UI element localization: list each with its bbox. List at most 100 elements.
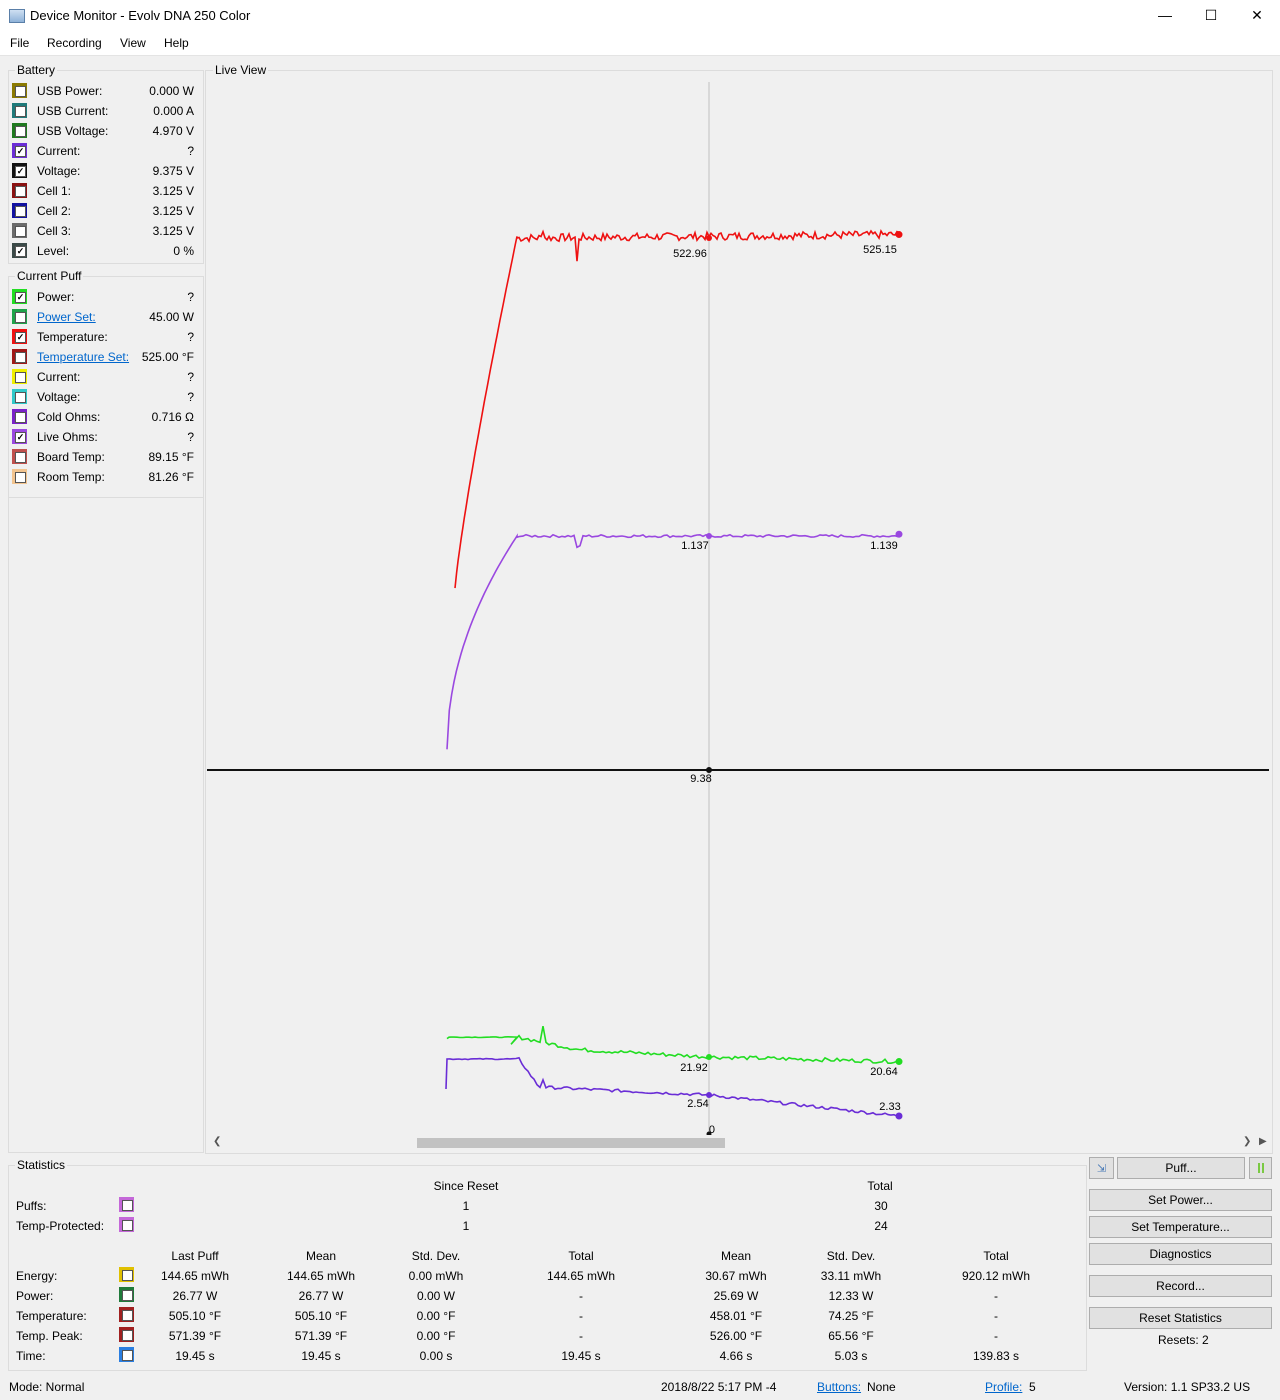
puff-series-checkbox[interactable] — [12, 449, 27, 464]
stat-row-label: Temperature: — [16, 1309, 87, 1323]
stat-cell-value: 571.39 °F — [168, 1329, 222, 1343]
menu-recording[interactable]: Recording — [47, 36, 102, 50]
battery-series-checkbox[interactable]: ✓ — [12, 143, 27, 158]
stat-cell-value: - — [579, 1289, 583, 1303]
live-view-chart[interactable]: 522.96 525.15 1.137 1.139 9.38 21.92 20.64 2.54… — [207, 77, 1269, 1135]
puff-series-checkbox[interactable] — [12, 409, 27, 424]
battery-label: USB Current: — [37, 104, 109, 118]
title-bar: Device Monitor - Evolv DNA 250 Color — ☐… — [0, 0, 1280, 31]
scrollbar-thumb[interactable] — [417, 1138, 725, 1148]
puff-row: Power Set: 45.00 W — [9, 307, 203, 327]
battery-value: 0 % — [173, 244, 194, 258]
total-header: Total — [867, 1179, 893, 1193]
battery-series-checkbox[interactable] — [12, 223, 27, 238]
stat-row-checkbox[interactable] — [119, 1347, 134, 1362]
statistics-label: Statistics — [15, 1158, 68, 1172]
stat-row-checkbox[interactable] — [119, 1267, 134, 1282]
puff-row: Voltage:? — [9, 387, 203, 407]
pause-icon — [1257, 1163, 1264, 1173]
stat-cell-value: 65.56 °F — [828, 1329, 874, 1343]
battery-series-checkbox[interactable] — [12, 203, 27, 218]
battery-row: Cell 1: 3.125 V — [9, 181, 203, 201]
close-button[interactable]: ✕ — [1251, 7, 1263, 23]
stat-count-checkbox[interactable] — [119, 1197, 134, 1212]
puff-row: Current:? — [9, 367, 203, 387]
puff-label[interactable]: Power Set: — [37, 310, 96, 324]
battery-label: Level: — [37, 244, 70, 258]
menu-file[interactable]: File — [10, 36, 30, 50]
stat-column-header: Mean — [305, 1249, 337, 1263]
puff-value: ? — [187, 430, 194, 444]
pin-icon: ⇲ — [1096, 1163, 1107, 1175]
scroll-end-icon[interactable]: ▶ — [1259, 1136, 1267, 1147]
battery-series-checkbox[interactable] — [12, 123, 27, 138]
stat-count-label: Temp-Protected: — [16, 1219, 105, 1233]
set-temperature-button[interactable]: Set Temperature... — [1089, 1216, 1272, 1238]
current-puff-group-label: Current Puff — [15, 269, 84, 283]
stat-column-header: Last Puff — [171, 1249, 219, 1263]
version-status: Version: 1.1 SP33.2 US — [1124, 1380, 1251, 1394]
puff-series-checkbox[interactable]: ✓ — [12, 429, 27, 444]
puff-value: ? — [187, 330, 194, 344]
puff-series-checkbox[interactable]: ✓ — [12, 329, 27, 344]
puff-button[interactable]: Puff... — [1117, 1157, 1245, 1179]
puff-row: Cold Ohms: 0.716 Ω — [9, 407, 203, 427]
puff-series-checkbox[interactable] — [12, 369, 27, 384]
stat-row-checkbox[interactable] — [119, 1287, 134, 1302]
stat-cell-value: 505.10 °F — [294, 1309, 348, 1323]
stat-row-checkbox[interactable] — [119, 1327, 134, 1342]
battery-value: 0.000 A — [153, 104, 194, 118]
stat-cell-value: 920.12 mWh — [961, 1269, 1031, 1283]
menu-bar: File Recording View Help — [0, 31, 1280, 56]
buttons-link[interactable]: Buttons: — [817, 1380, 862, 1394]
current-trace — [445, 1056, 898, 1117]
record-button[interactable]: Record... — [1089, 1275, 1272, 1297]
datetime-status: 2018/8/22 5:17 PM -4 — [661, 1380, 777, 1394]
puff-series-checkbox[interactable] — [12, 389, 27, 404]
window-title: Device Monitor - Evolv DNA 250 Color — [30, 8, 251, 23]
battery-series-checkbox[interactable] — [12, 103, 27, 118]
cursor-value-label: 525.15 — [863, 244, 897, 256]
profile-link[interactable]: Profile: — [985, 1380, 1023, 1394]
cursor-value-label: 20.64 — [870, 1066, 898, 1078]
puff-label: Cold Ohms: — [37, 410, 101, 424]
puff-series-checkbox[interactable] — [12, 469, 27, 484]
puff-series-checkbox[interactable] — [12, 349, 27, 364]
stat-cell-value: 26.77 W — [172, 1289, 218, 1303]
temperature-end-point — [895, 231, 903, 239]
set-power-button[interactable]: Set Power... — [1089, 1189, 1272, 1211]
battery-value: 4.970 V — [152, 124, 194, 138]
puff-label: Live Ohms: — [37, 430, 98, 444]
pin-button[interactable]: ⇲ — [1089, 1157, 1114, 1179]
current-end-point — [895, 1112, 903, 1120]
diagnostics-button[interactable]: Diagnostics — [1089, 1243, 1272, 1265]
stat-cell-value: 0.00 W — [416, 1289, 455, 1303]
pause-button[interactable] — [1249, 1157, 1272, 1179]
battery-series-checkbox[interactable]: ✓ — [12, 243, 27, 258]
menu-help[interactable]: Help — [164, 36, 189, 50]
battery-series-checkbox[interactable] — [12, 183, 27, 198]
battery-series-checkbox[interactable] — [12, 83, 27, 98]
status-bar: Mode: Normal 2018/8/22 5:17 PM -4 Button… — [0, 1376, 1280, 1400]
stat-row-checkbox[interactable] — [119, 1307, 134, 1322]
resets-count: Resets: 2 — [1158, 1333, 1209, 1347]
minimize-button[interactable]: — — [1158, 7, 1172, 23]
battery-row: ✓ Voltage: 9.375 V — [9, 161, 203, 181]
stat-cell-value: 526.00 °F — [709, 1329, 763, 1343]
puff-label[interactable]: Temperature Set: — [37, 350, 130, 364]
puff-value: 81.26 °F — [148, 470, 195, 484]
stat-count-checkbox[interactable] — [119, 1217, 134, 1232]
maximize-button[interactable]: ☐ — [1204, 7, 1218, 23]
puff-value: 0.716 Ω — [151, 410, 194, 424]
reset-statistics-button[interactable]: Reset Statistics — [1089, 1307, 1272, 1329]
stat-row-label: Temp. Peak: — [16, 1329, 83, 1343]
chart-scrollbar[interactable]: ❮ ❯ ▶ — [207, 1136, 1269, 1150]
battery-series-checkbox[interactable]: ✓ — [12, 163, 27, 178]
stat-cell-value: 0.00 °F — [416, 1309, 456, 1323]
puff-series-checkbox[interactable]: ✓ — [12, 289, 27, 304]
stat-cell-value: 30.67 mWh — [705, 1269, 767, 1283]
scroll-left-icon[interactable]: ❮ — [213, 1136, 222, 1147]
puff-series-checkbox[interactable] — [12, 309, 27, 324]
menu-view[interactable]: View — [120, 36, 146, 50]
scroll-right-icon[interactable]: ❯ — [1243, 1136, 1252, 1147]
